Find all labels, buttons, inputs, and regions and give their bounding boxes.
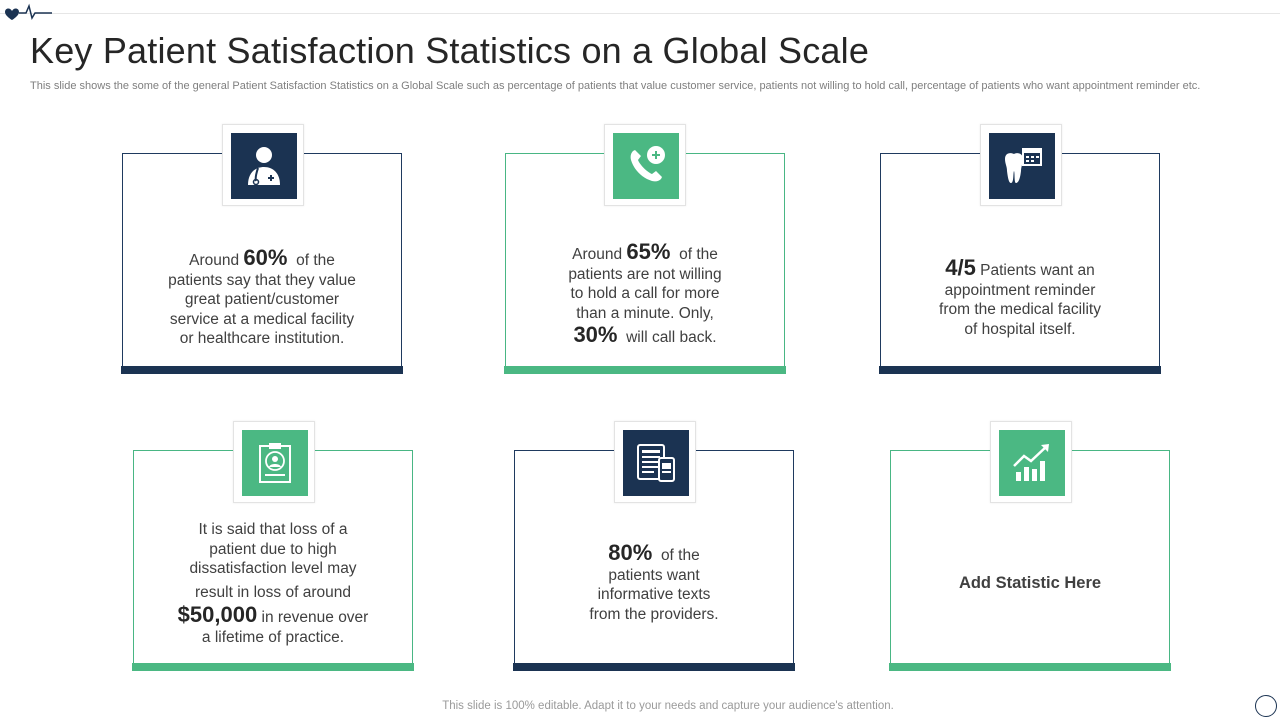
card-bar <box>889 663 1171 671</box>
stat-3-suffix: Patients want an <box>980 262 1095 279</box>
icon-box-5 <box>614 421 696 503</box>
stat-2-value-2: 30% <box>573 322 618 347</box>
stat-1-prefix: Around <box>189 252 240 269</box>
stat-5-suffix: of the <box>660 547 700 564</box>
stat-1-value: 60% <box>243 245 288 270</box>
growth-chart-icon <box>1013 444 1049 481</box>
phone-plus-icon <box>630 146 665 182</box>
stat-2-value: 65% <box>626 239 671 264</box>
stat-1-line: service at a medical facility <box>169 310 355 328</box>
tablet-phone-icon <box>637 444 675 482</box>
stat-5-value: 80% <box>608 540 653 565</box>
card-bar <box>879 366 1161 374</box>
stat-2-prefix: Around <box>572 246 623 263</box>
stat-text-3: 4/5 Patients want an appointment reminde… <box>890 255 1150 339</box>
stat-3-line: from the medical facility <box>939 301 1101 318</box>
doctor-icon <box>248 147 280 186</box>
icon-box-6 <box>990 421 1072 503</box>
icon-box-1 <box>222 124 304 206</box>
stat-4-value: $50,000 <box>177 602 258 627</box>
card-bar <box>513 663 795 671</box>
icon-box-4 <box>233 421 315 503</box>
stat-4-suffix: in revenue over <box>261 609 369 626</box>
stat-5-line: from the providers. <box>589 605 719 623</box>
stat-3-value: 4/5 <box>945 255 976 280</box>
stat-4-line: dissatisfaction level may <box>189 560 357 577</box>
card-bar <box>121 366 403 374</box>
top-rule <box>0 13 1280 14</box>
stat-text-4: It is said that loss of a patient due to… <box>143 520 403 647</box>
page-subtitle: This slide shows the some of the general… <box>30 80 1201 92</box>
tooth-calendar-icon <box>1005 148 1042 183</box>
heartbeat-logo-icon <box>5 3 52 20</box>
add-statistic-label: Add Statistic Here <box>958 574 1102 592</box>
stat-2-suffix: of the <box>679 246 718 263</box>
patient-record-icon <box>259 443 291 483</box>
stat-4-line: patient due to high <box>209 540 337 558</box>
stat-5-line: informative texts <box>597 586 711 603</box>
stat-text-5: 80% of the patients want informative tex… <box>524 540 784 624</box>
stat-1-line: patients say that they value <box>168 271 356 289</box>
stat-text-6: Add Statistic Here <box>900 574 1160 594</box>
icon-box-3 <box>980 124 1062 206</box>
stat-3-line: appointment reminder <box>944 281 1096 299</box>
stat-1-line: great patient/customer <box>184 291 340 308</box>
page-title: Key Patient Satisfaction Statistics on a… <box>30 30 870 71</box>
stat-2-line: to hold a call for more <box>570 285 720 302</box>
stat-5-line: patients want <box>608 566 700 584</box>
stat-2-line: than a minute. Only, <box>576 304 714 322</box>
stat-1-suffix: of the <box>296 252 335 269</box>
stat-4-line: result in loss of around <box>195 583 351 601</box>
stat-3-line: of hospital itself. <box>964 320 1076 338</box>
icon-box-2 <box>604 124 686 206</box>
stat-2-suffix-2: will call back. <box>626 329 717 346</box>
stat-text-2: Around 65% of the patients are not willi… <box>515 239 775 348</box>
stat-text-1: Around 60% of the patients say that they… <box>132 245 392 349</box>
card-bar <box>132 663 414 671</box>
footer-note: This slide is 100% editable. Adapt it to… <box>442 700 894 712</box>
circle-icon <box>1255 695 1277 717</box>
stat-4-line: It is said that loss of a <box>198 521 348 538</box>
stat-4-line: a lifetime of practice. <box>201 628 345 646</box>
stat-card-6 <box>889 450 1171 671</box>
stat-2-line: patients are not willing <box>568 265 722 283</box>
stat-1-line: or healthcare institution. <box>179 330 345 347</box>
card-bar <box>504 366 786 374</box>
